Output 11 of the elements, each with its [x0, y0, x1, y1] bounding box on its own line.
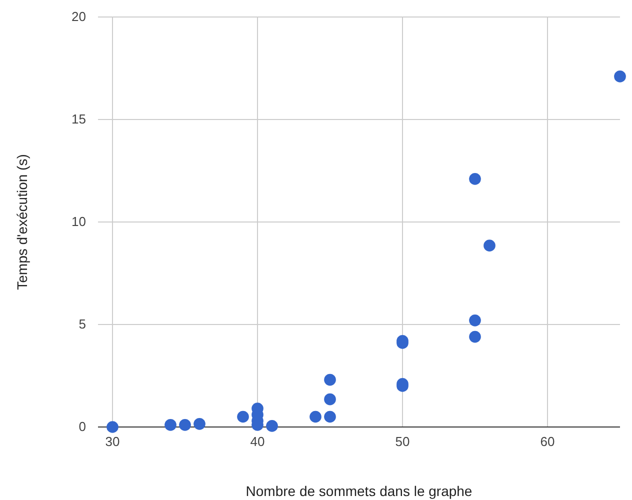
y-tick-label: 20: [72, 9, 86, 24]
y-tick-label: 5: [78, 316, 86, 332]
y-tick-label: 10: [72, 214, 86, 230]
y-tick-label: 0: [78, 419, 86, 434]
x-axis-title: Nombre de sommets dans le graphe: [246, 483, 472, 499]
y-axis-title: Temps d'exécution (s): [14, 154, 30, 290]
y-tick-label: 15: [72, 112, 86, 127]
x-tick-label: 40: [250, 434, 265, 450]
x-tick-label: 50: [395, 434, 410, 450]
x-tick-label: 60: [540, 434, 555, 450]
x-tick-label: 30: [105, 434, 120, 450]
